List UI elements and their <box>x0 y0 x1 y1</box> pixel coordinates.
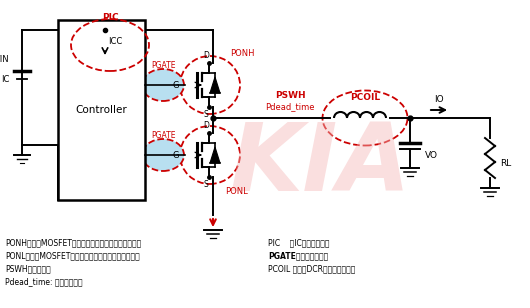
Text: G: G <box>172 80 179 90</box>
Text: D: D <box>203 121 209 130</box>
Text: G: G <box>172 151 179 160</box>
Text: PGATE：栅极电荷损耗: PGATE：栅极电荷损耗 <box>268 251 328 260</box>
Text: S: S <box>204 110 208 119</box>
Text: PSWH：开关损耗: PSWH：开关损耗 <box>5 264 51 273</box>
Polygon shape <box>210 77 220 93</box>
Text: PONH：高边MOSFET导通时的导通电阻带来的传导损耗: PONH：高边MOSFET导通时的导通电阻带来的传导损耗 <box>5 238 142 247</box>
Ellipse shape <box>142 69 184 101</box>
Text: IO: IO <box>434 95 444 104</box>
Text: Pdead_time: Pdead_time <box>265 103 315 111</box>
Text: PONL: PONL <box>225 187 248 196</box>
Ellipse shape <box>142 139 184 171</box>
Text: VIN: VIN <box>0 55 10 64</box>
Text: PCOIL ：电感DCR带来的传导损耗: PCOIL ：电感DCR带来的传导损耗 <box>268 264 356 273</box>
Text: S: S <box>204 180 208 189</box>
Text: RL: RL <box>500 159 511 168</box>
Text: PIC: PIC <box>102 14 118 22</box>
Text: PONL：低边MOSFET导通时的导通电阻带来的传导损耗: PONL：低边MOSFET导通时的导通电阻带来的传导损耗 <box>5 251 140 260</box>
Text: KIA: KIA <box>229 119 411 211</box>
Text: PGATE: PGATE <box>151 131 175 140</box>
Polygon shape <box>210 147 220 163</box>
Text: ICC: ICC <box>108 38 122 47</box>
Text: PSWH: PSWH <box>275 91 305 99</box>
Text: PIC    ：IC自身功率损耗: PIC ：IC自身功率损耗 <box>268 238 330 247</box>
Bar <box>58 20 145 200</box>
Text: PONH: PONH <box>230 48 254 58</box>
Text: IC: IC <box>2 75 10 84</box>
Text: Controller: Controller <box>76 105 127 115</box>
Text: Pdead_time: 死区时间损耗: Pdead_time: 死区时间损耗 <box>5 277 83 286</box>
Text: PCOIL: PCOIL <box>350 94 380 103</box>
Text: VO: VO <box>425 152 438 160</box>
Text: D: D <box>203 51 209 60</box>
Text: PGATE: PGATE <box>151 60 175 70</box>
